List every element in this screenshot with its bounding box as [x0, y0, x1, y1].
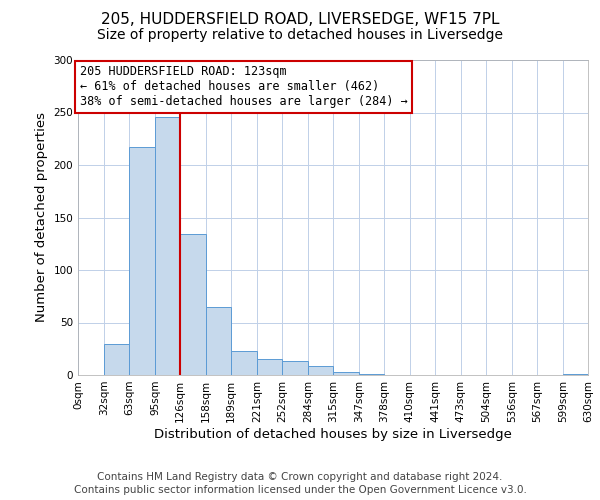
Bar — [180, 234, 206, 375]
Bar — [231, 351, 257, 375]
Bar — [282, 362, 308, 375]
Bar — [155, 116, 180, 375]
Text: Size of property relative to detached houses in Liversedge: Size of property relative to detached ho… — [97, 28, 503, 42]
Text: Contains public sector information licensed under the Open Government Licence v3: Contains public sector information licen… — [74, 485, 526, 495]
Bar — [257, 359, 282, 375]
Text: 205, HUDDERSFIELD ROAD, LIVERSEDGE, WF15 7PL: 205, HUDDERSFIELD ROAD, LIVERSEDGE, WF15… — [101, 12, 499, 28]
Text: 205 HUDDERSFIELD ROAD: 123sqm
← 61% of detached houses are smaller (462)
38% of : 205 HUDDERSFIELD ROAD: 123sqm ← 61% of d… — [80, 65, 407, 108]
Bar — [563, 374, 588, 375]
Bar — [308, 366, 333, 375]
Bar — [359, 374, 384, 375]
Bar — [333, 372, 359, 375]
Bar — [206, 306, 231, 375]
Bar — [104, 344, 129, 375]
Text: Contains HM Land Registry data © Crown copyright and database right 2024.: Contains HM Land Registry data © Crown c… — [97, 472, 503, 482]
X-axis label: Distribution of detached houses by size in Liversedge: Distribution of detached houses by size … — [154, 428, 512, 440]
Bar — [129, 147, 155, 375]
Y-axis label: Number of detached properties: Number of detached properties — [35, 112, 48, 322]
